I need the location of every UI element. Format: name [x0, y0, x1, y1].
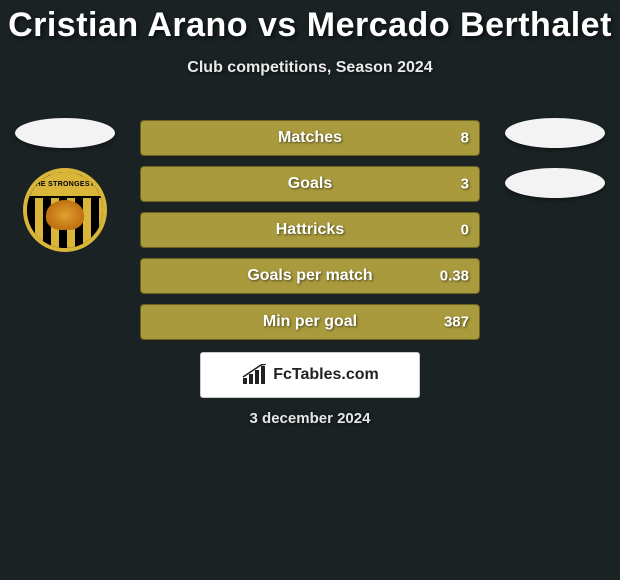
stat-row: Min per goal 387: [140, 304, 480, 340]
stat-row: Hattricks 0: [140, 212, 480, 248]
stat-value: 387: [444, 314, 469, 331]
date-text: 3 december 2024: [0, 410, 620, 427]
stat-row: Goals per match 0.38: [140, 258, 480, 294]
player1-name-pill: [15, 118, 115, 148]
stat-value: 8: [461, 130, 469, 147]
right-player-column: [500, 118, 610, 218]
player2-name-pill: [505, 118, 605, 148]
brand-text: FcTables.com: [273, 366, 379, 384]
stat-label: Hattricks: [276, 221, 344, 239]
stat-label: Matches: [278, 129, 342, 147]
stat-label: Goals: [288, 175, 332, 193]
stat-bars: Matches 8 Goals 3 Hattricks 0 Goals per …: [140, 120, 480, 350]
page-title: Cristian Arano vs Mercado Berthalet: [0, 0, 620, 45]
badge-tiger-icon: [46, 200, 84, 230]
stat-value: 3: [461, 176, 469, 193]
brand-badge: FcTables.com: [200, 352, 420, 398]
subtitle: Club competitions, Season 2024: [0, 59, 620, 77]
stat-row: Goals 3: [140, 166, 480, 202]
stat-row: Matches 8: [140, 120, 480, 156]
badge-text: HE STRONGEST: [27, 172, 103, 198]
stat-label: Goals per match: [247, 267, 372, 285]
player2-club-pill: [505, 168, 605, 198]
player1-club-badge: HE STRONGEST: [23, 168, 107, 252]
bar-chart-icon: [241, 364, 267, 386]
left-player-column: HE STRONGEST: [10, 118, 120, 252]
stat-value: 0.38: [440, 268, 469, 285]
stat-value: 0: [461, 222, 469, 239]
stat-label: Min per goal: [263, 313, 357, 331]
